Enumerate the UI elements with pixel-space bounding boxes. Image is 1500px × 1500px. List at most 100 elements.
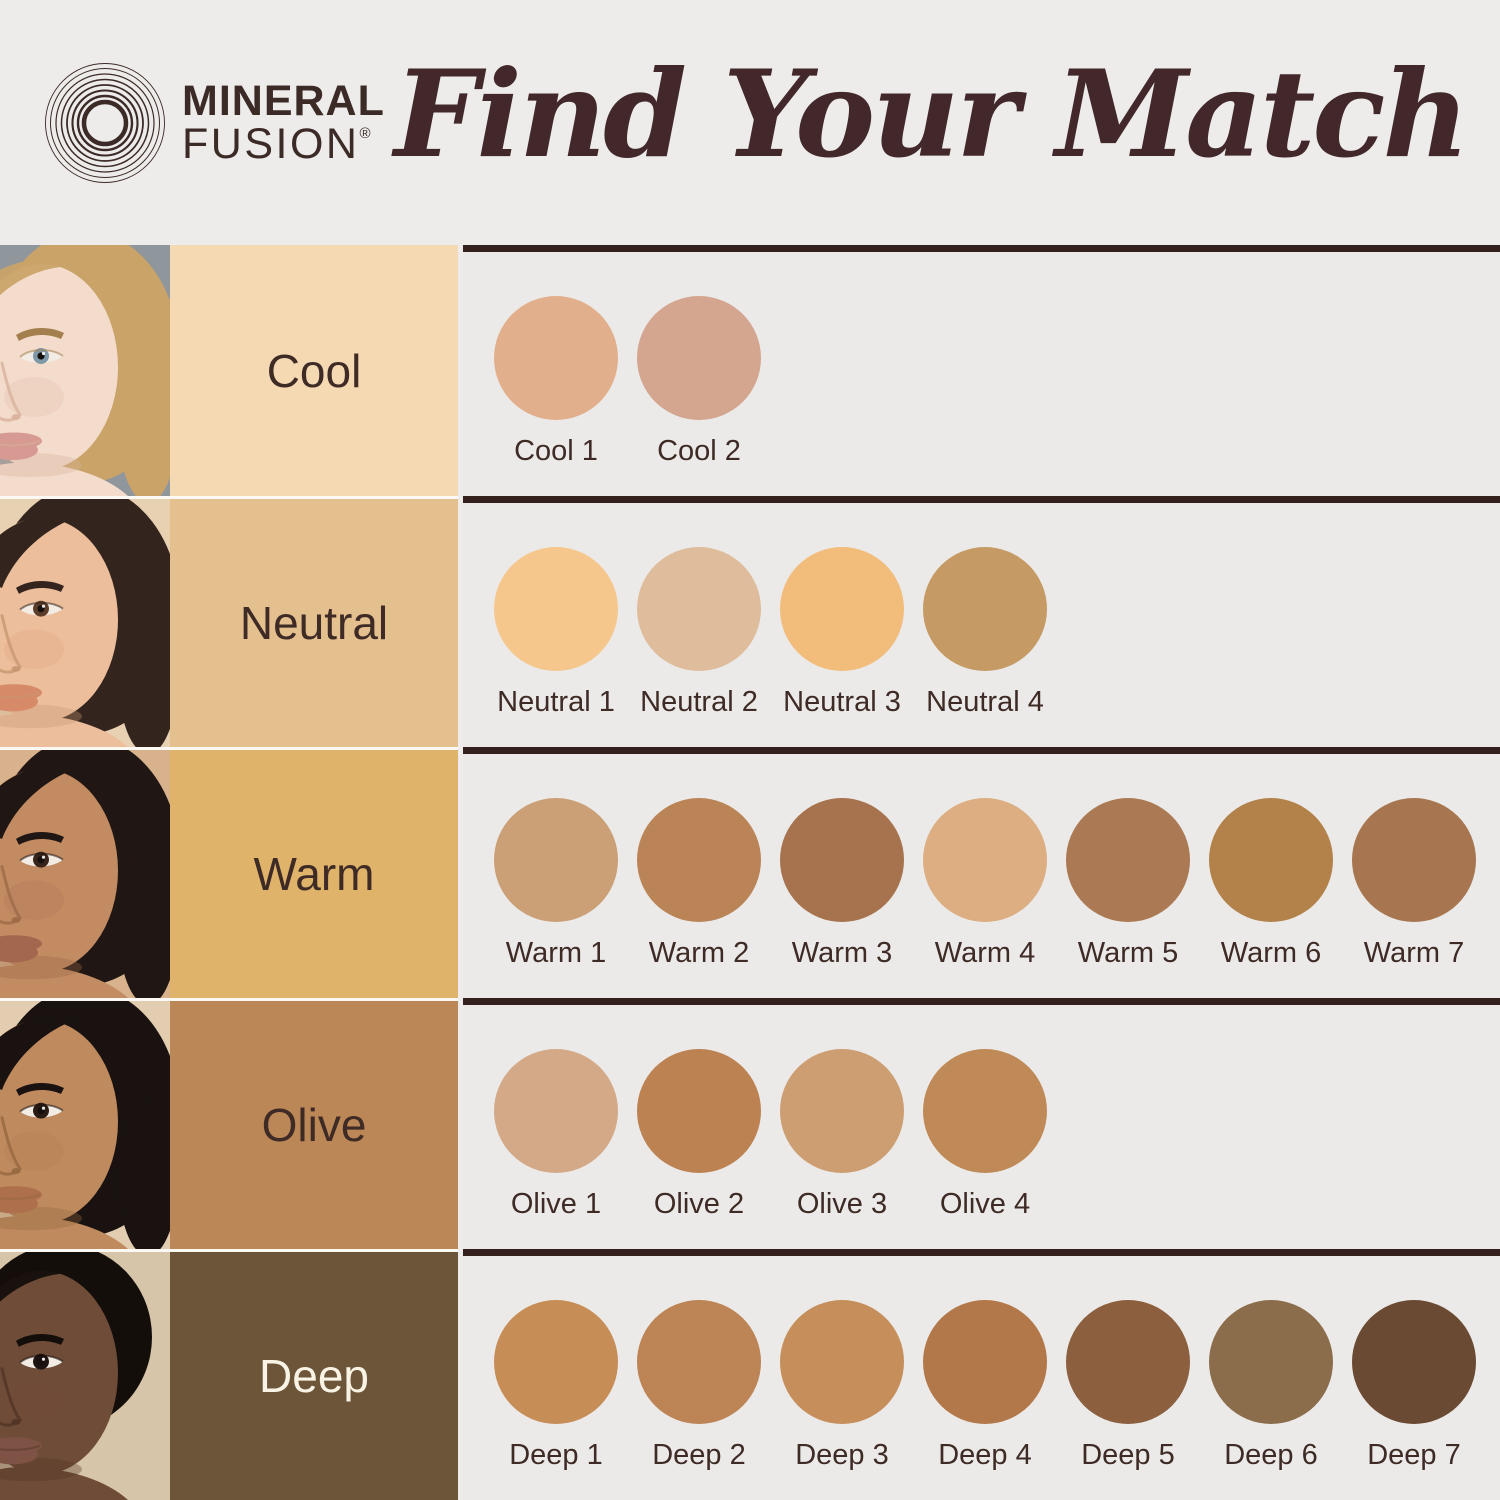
shade-swatch-cool-2: Cool 2	[637, 296, 761, 468]
swatch-color-dot	[1352, 798, 1476, 922]
shade-swatch-neutral-2: Neutral 2	[637, 547, 761, 719]
shade-swatch-deep-5: Deep 5	[1066, 1300, 1190, 1472]
model-photo-olive	[0, 998, 170, 1249]
swatch-name: Olive 2	[653, 1188, 745, 1220]
shade-row-olive: Olive Olive 1 Olive 2 Olive 3 Olive 4	[0, 998, 1500, 1249]
shade-rows: Cool Cool 1 Cool 2 Neutral Neutral 1 Neutral…	[0, 245, 1500, 1500]
swatch-name: Neutral 4	[926, 686, 1044, 718]
undertone-label-text: Olive	[261, 1099, 367, 1151]
shade-swatch-neutral-3: Neutral 3	[780, 547, 904, 719]
model-photo-deep	[0, 1249, 170, 1500]
swatch-name: Warm 7	[1363, 937, 1465, 969]
undertone-label-warm: Warm	[170, 747, 458, 998]
model-photo-warm	[0, 747, 170, 998]
shade-swatch-warm-7: Warm 7	[1352, 798, 1476, 970]
swatch-color-dot	[923, 1049, 1047, 1173]
undertone-label-text: Warm	[253, 848, 375, 900]
swatch-color-dot	[637, 1300, 761, 1424]
model-photo-cool	[0, 245, 170, 496]
undertone-label-text: Neutral	[239, 597, 389, 649]
shade-swatch-deep-2: Deep 2	[637, 1300, 761, 1472]
undertone-label-text: Cool	[266, 344, 362, 397]
swatch-panel-warm: Warm 1 Warm 2 Warm 3 Warm 4 Warm 5 Warm 6 Warm…	[463, 747, 1500, 998]
swatch-name: Deep 7	[1367, 1439, 1461, 1471]
swatch-name: Deep 3	[795, 1439, 889, 1471]
shade-swatch-warm-1: Warm 1	[494, 798, 618, 970]
swatch-name: Deep 5	[1081, 1439, 1175, 1471]
shade-swatch-deep-4: Deep 4	[923, 1300, 1047, 1472]
swatch-color-dot	[1066, 798, 1190, 922]
swatch-name: Deep 4	[938, 1439, 1032, 1471]
undertone-label-olive: Olive	[170, 998, 458, 1249]
swatch-color-dot	[637, 798, 761, 922]
swatch-color-dot	[494, 296, 618, 420]
swatch-color-dot	[1352, 1300, 1476, 1424]
shade-swatch-olive-4: Olive 4	[923, 1049, 1047, 1221]
swatch-color-dot	[923, 798, 1047, 922]
swatch-panel-deep: Deep 1 Deep 2 Deep 3 Deep 4 Deep 5 Deep 6 Deep…	[463, 1249, 1500, 1500]
brand-logo: MINERAL FUSION®	[0, 62, 385, 184]
swatch-name: Cool 2	[657, 435, 741, 467]
shade-swatch-neutral-4: Neutral 4	[923, 547, 1047, 719]
swatch-color-dot	[923, 547, 1047, 671]
shade-swatch-olive-3: Olive 3	[780, 1049, 904, 1221]
shade-swatch-deep-7: Deep 7	[1352, 1300, 1476, 1472]
swatch-color-dot	[1066, 1300, 1190, 1424]
undertone-label-text: Deep	[259, 1350, 369, 1402]
swatch-name: Deep 2	[652, 1439, 746, 1471]
swatch-color-dot	[780, 798, 904, 922]
swatch-name: Deep 6	[1224, 1439, 1318, 1471]
swatch-name: Olive 1	[510, 1188, 602, 1220]
swatch-name: Warm 6	[1220, 937, 1322, 969]
brand-name-fusion: FUSION®	[182, 119, 385, 168]
brand-name-mineral: MINERAL	[182, 77, 385, 126]
swatch-color-dot	[494, 547, 618, 671]
shade-swatch-warm-5: Warm 5	[1066, 798, 1190, 970]
swatch-name: Neutral 3	[783, 686, 901, 718]
brand-name-fusion-text: FUSION	[182, 119, 360, 168]
swatch-color-dot	[637, 547, 761, 671]
swatch-color-dot	[1209, 1300, 1333, 1424]
mineral-fusion-rings-icon	[44, 62, 166, 184]
swatch-color-dot	[780, 1049, 904, 1173]
swatch-panel-cool: Cool 1 Cool 2	[463, 245, 1500, 496]
swatch-color-dot	[637, 1049, 761, 1173]
header: MINERAL FUSION® Find Your Match	[0, 0, 1500, 245]
swatch-panel-olive: Olive 1 Olive 2 Olive 3 Olive 4	[463, 998, 1500, 1249]
swatch-name: Warm 4	[934, 937, 1036, 969]
swatch-name: Cool 1	[514, 435, 598, 467]
shade-swatch-cool-1: Cool 1	[494, 296, 618, 468]
swatch-color-dot	[780, 1300, 904, 1424]
brand-wordmark: MINERAL FUSION®	[182, 77, 385, 168]
shade-swatch-warm-4: Warm 4	[923, 798, 1047, 970]
swatch-name: Warm 5	[1077, 937, 1179, 969]
shade-swatch-deep-6: Deep 6	[1209, 1300, 1333, 1472]
shade-row-deep: Deep Deep 1 Deep 2 Deep 3 Deep 4 Deep 5 Deep 6…	[0, 1249, 1500, 1500]
swatch-name: Neutral 1	[497, 686, 615, 718]
swatch-color-dot	[780, 547, 904, 671]
shade-swatch-deep-3: Deep 3	[780, 1300, 904, 1472]
undertone-label-deep: Deep	[170, 1249, 458, 1500]
undertone-label-cool: Cool	[170, 245, 458, 496]
swatch-name: Olive 4	[939, 1188, 1031, 1220]
swatch-color-dot	[1209, 798, 1333, 922]
shade-row-neutral: Neutral Neutral 1 Neutral 2 Neutral 3 Neutra…	[0, 496, 1500, 747]
shade-row-cool: Cool Cool 1 Cool 2	[0, 245, 1500, 496]
shade-swatch-warm-6: Warm 6	[1209, 798, 1333, 970]
shade-swatch-olive-2: Olive 2	[637, 1049, 761, 1221]
swatch-name: Warm 1	[505, 937, 607, 969]
swatch-name: Warm 3	[791, 937, 893, 969]
shade-swatch-neutral-1: Neutral 1	[494, 547, 618, 719]
swatch-name: Neutral 2	[640, 686, 758, 718]
swatch-name: Olive 3	[796, 1188, 888, 1220]
swatch-color-dot	[923, 1300, 1047, 1424]
swatch-name: Deep 1	[509, 1439, 603, 1471]
swatch-name: Warm 2	[648, 937, 750, 969]
swatch-panel-neutral: Neutral 1 Neutral 2 Neutral 3 Neutral 4	[463, 496, 1500, 747]
registered-trademark-mark: ®	[359, 124, 371, 142]
shade-swatch-warm-3: Warm 3	[780, 798, 904, 970]
undertone-label-neutral: Neutral	[170, 496, 458, 747]
model-photo-neutral	[0, 496, 170, 747]
shade-row-warm: Warm Warm 1 Warm 2 Warm 3 Warm 4 Warm 5 Warm 6…	[0, 747, 1500, 998]
